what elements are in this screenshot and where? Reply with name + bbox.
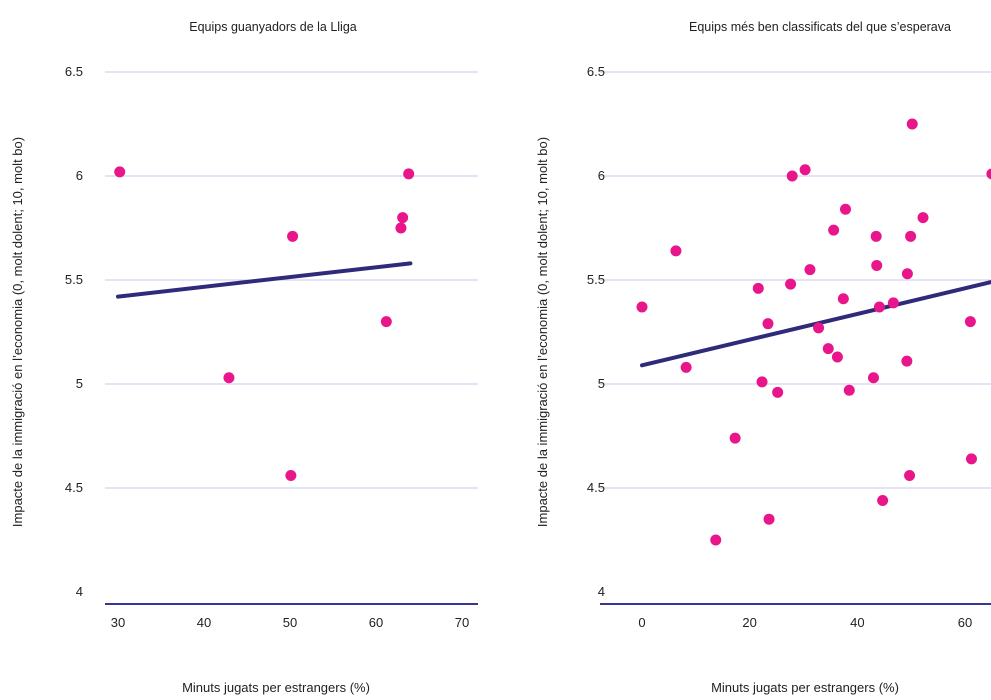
x-tick-label: 0 [638, 615, 645, 630]
y-axis-label: Impacte de la immigració en l’economia (… [10, 137, 25, 527]
data-point [799, 164, 811, 176]
y-tick-label: 5 [76, 376, 83, 391]
data-point [763, 513, 775, 525]
data-point [871, 259, 883, 271]
data-point [831, 351, 843, 363]
data-point [772, 386, 784, 398]
y-tick-label: 5.5 [587, 272, 605, 287]
y-tick-label: 4 [598, 584, 605, 599]
data-point [114, 166, 126, 178]
data-point [843, 384, 855, 396]
data-point [670, 245, 682, 257]
x-tick-label: 60 [958, 615, 972, 630]
data-point [901, 268, 913, 280]
y-tick-label: 4.5 [65, 480, 83, 495]
data-point [887, 297, 899, 309]
data-point [785, 278, 797, 290]
data-point [680, 361, 692, 373]
data-point [403, 168, 415, 180]
data-point [223, 372, 235, 384]
data-point [710, 534, 722, 546]
data-point [285, 470, 297, 482]
y-tick-label: 6.5 [65, 64, 83, 79]
trend-line [116, 261, 413, 299]
y-tick-label: 5.5 [65, 272, 83, 287]
data-point [636, 301, 648, 313]
x-tick-label: 50 [283, 615, 297, 630]
data-point [839, 203, 851, 215]
data-point [917, 212, 929, 224]
y-tick-label: 6 [598, 168, 605, 183]
x-tick-label: 60 [369, 615, 383, 630]
y-tick-label: 4 [76, 584, 83, 599]
data-point [380, 316, 392, 328]
data-point [986, 168, 991, 180]
data-point [965, 453, 977, 465]
x-tick-label: 20 [742, 615, 756, 630]
data-point [870, 230, 882, 242]
data-point [873, 301, 885, 313]
data-point [756, 376, 768, 388]
data-point [397, 212, 409, 224]
data-point [395, 222, 407, 234]
data-point [287, 230, 299, 242]
chart-title: Equips més ben classificats del que s’es… [689, 20, 951, 34]
chart-title: Equips guanyadors de la Lliga [189, 20, 357, 34]
y-tick-label: 6.5 [587, 64, 605, 79]
data-point [905, 230, 917, 242]
data-point [964, 316, 976, 328]
data-point [867, 372, 879, 384]
data-point [901, 355, 913, 367]
x-axis-label: Minuts jugats per estrangers (%) [182, 680, 370, 695]
x-axis-label: Minuts jugats per estrangers (%) [711, 680, 899, 695]
data-point [906, 118, 918, 130]
y-axis-label: Impacte de la immigració en l’economia (… [535, 137, 550, 527]
data-point [762, 318, 774, 330]
data-point [904, 470, 916, 482]
data-point [822, 343, 834, 355]
x-tick-label: 70 [455, 615, 469, 630]
data-point [877, 494, 889, 506]
x-tick-label: 40 [197, 615, 211, 630]
data-point [786, 170, 798, 182]
y-tick-label: 4.5 [587, 480, 605, 495]
data-point [828, 224, 840, 236]
x-tick-label: 30 [111, 615, 125, 630]
data-point [837, 293, 849, 305]
y-tick-label: 5 [598, 376, 605, 391]
data-point [804, 264, 816, 276]
data-point [813, 322, 825, 334]
data-point [729, 432, 741, 444]
x-tick-label: 40 [850, 615, 864, 630]
y-tick-label: 6 [76, 168, 83, 183]
data-point [752, 282, 764, 294]
